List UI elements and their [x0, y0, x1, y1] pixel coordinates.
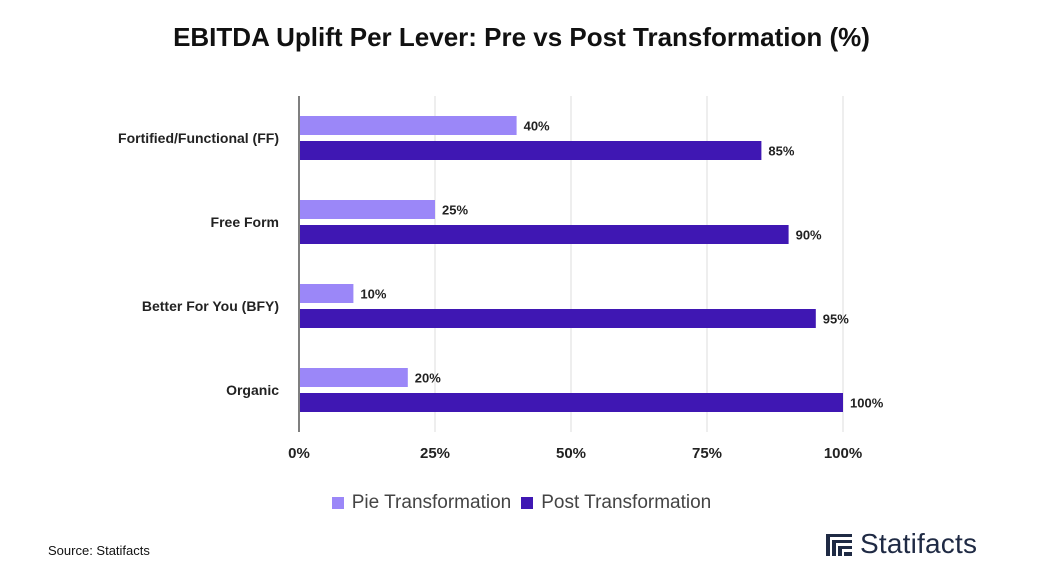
labels: 0% 25% 50% 75% 100% 40% 85% Fortified/Functiona… — [118, 119, 884, 463]
x-tick-label: 25% — [420, 445, 450, 462]
brand-logo[interactable]: Statifacts — [824, 528, 977, 560]
data-label: 20% — [415, 371, 441, 386]
x-tick-label: 75% — [692, 445, 722, 462]
category-group — [300, 200, 789, 244]
legend-swatch-post — [521, 497, 534, 509]
data-label: 40% — [524, 119, 550, 134]
category-label: Fortified/Functional (FF) — [118, 130, 279, 146]
legend-item-pre[interactable]: Pie Transformation — [331, 492, 512, 514]
data-label: 25% — [442, 203, 468, 218]
bar-pre[interactable] — [300, 368, 408, 387]
category-label: Organic — [226, 382, 279, 398]
source-note: Source: Statifacts — [48, 543, 150, 558]
legend-swatch-pre — [331, 497, 344, 509]
bar-pre[interactable] — [300, 116, 517, 135]
data-label: 95% — [823, 312, 849, 327]
bar-post[interactable] — [300, 141, 762, 160]
category-group — [300, 116, 762, 160]
bar-pre[interactable] — [300, 200, 435, 219]
bar-post[interactable] — [300, 393, 843, 412]
x-tick-label: 0% — [288, 445, 310, 462]
x-tick-label: 50% — [556, 445, 586, 462]
chart-title: EBITDA Uplift Per Lever: Pre vs Post Tra… — [173, 22, 870, 52]
statifacts-logo-icon — [824, 530, 854, 558]
data-label: 10% — [360, 287, 386, 302]
category-group — [300, 284, 816, 328]
legend-label-post: Post Transformation — [541, 492, 712, 513]
legend-label-pre: Pie Transformation — [351, 492, 512, 513]
data-label: 100% — [850, 396, 884, 411]
data-label: 90% — [796, 228, 822, 243]
bar-pre[interactable] — [300, 284, 354, 303]
bar-post[interactable] — [300, 309, 816, 328]
legend: Pie Transformation Post Transformation — [0, 492, 1043, 514]
category-label: Free Form — [211, 214, 279, 230]
legend-item-post[interactable]: Post Transformation — [521, 492, 711, 514]
bar-post[interactable] — [300, 225, 789, 244]
x-tick-label: 100% — [824, 445, 862, 462]
category-group — [300, 368, 843, 412]
bars — [300, 116, 843, 412]
category-label: Better For You (BFY) — [142, 298, 279, 314]
data-label: 85% — [768, 144, 794, 159]
brand-name: Statifacts — [860, 528, 978, 559]
